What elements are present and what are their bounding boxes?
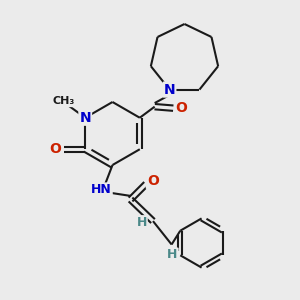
Text: N: N	[80, 111, 91, 125]
Text: N: N	[164, 82, 175, 97]
Text: HN: HN	[91, 183, 112, 196]
Text: H: H	[167, 248, 178, 262]
Text: O: O	[147, 174, 159, 188]
Text: O: O	[49, 142, 61, 156]
Text: CH₃: CH₃	[52, 96, 74, 106]
Text: H: H	[136, 216, 147, 229]
Text: O: O	[176, 101, 188, 115]
